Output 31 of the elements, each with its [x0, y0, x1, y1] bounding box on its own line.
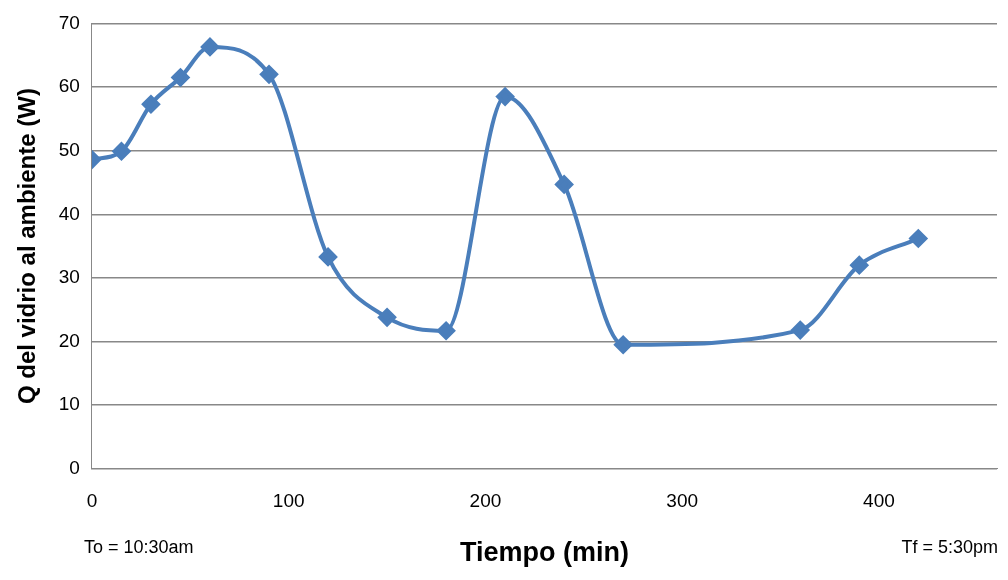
- point: [496, 87, 515, 106]
- y-tick-label: 60: [58, 75, 80, 97]
- point: [171, 68, 190, 87]
- point: [850, 256, 869, 275]
- y-tick-label: 20: [58, 329, 80, 351]
- y-axis-title: Q del vidrio al ambiente (W): [13, 88, 41, 405]
- point: [791, 321, 810, 340]
- text: To = 10:30am: [83, 536, 194, 557]
- x-tick-label: 100: [272, 490, 305, 512]
- y-tick-label: 70: [58, 11, 80, 33]
- point: [437, 321, 456, 340]
- point: [260, 65, 279, 84]
- x-tick-label: 400: [863, 490, 895, 512]
- x-tick-label: 200: [469, 490, 502, 512]
- point: [555, 175, 574, 194]
- y-tick-label: 30: [58, 266, 80, 288]
- y-tick-label: 50: [58, 138, 80, 160]
- point: [909, 229, 928, 248]
- text: Tf = 5:30pm: [901, 536, 998, 557]
- point: [378, 308, 397, 327]
- point: [141, 95, 160, 114]
- point: [614, 335, 633, 354]
- x-axis-title: Tiempo (min): [459, 537, 629, 568]
- y-tick-label: 40: [58, 202, 80, 224]
- x-tick-label: 0: [86, 490, 98, 512]
- x-tick-label: 300: [666, 490, 699, 512]
- y-tick-label: 0: [69, 457, 80, 479]
- point: [112, 142, 131, 161]
- point: [319, 247, 338, 266]
- point: [200, 37, 219, 56]
- y-tick-label: 10: [58, 393, 80, 415]
